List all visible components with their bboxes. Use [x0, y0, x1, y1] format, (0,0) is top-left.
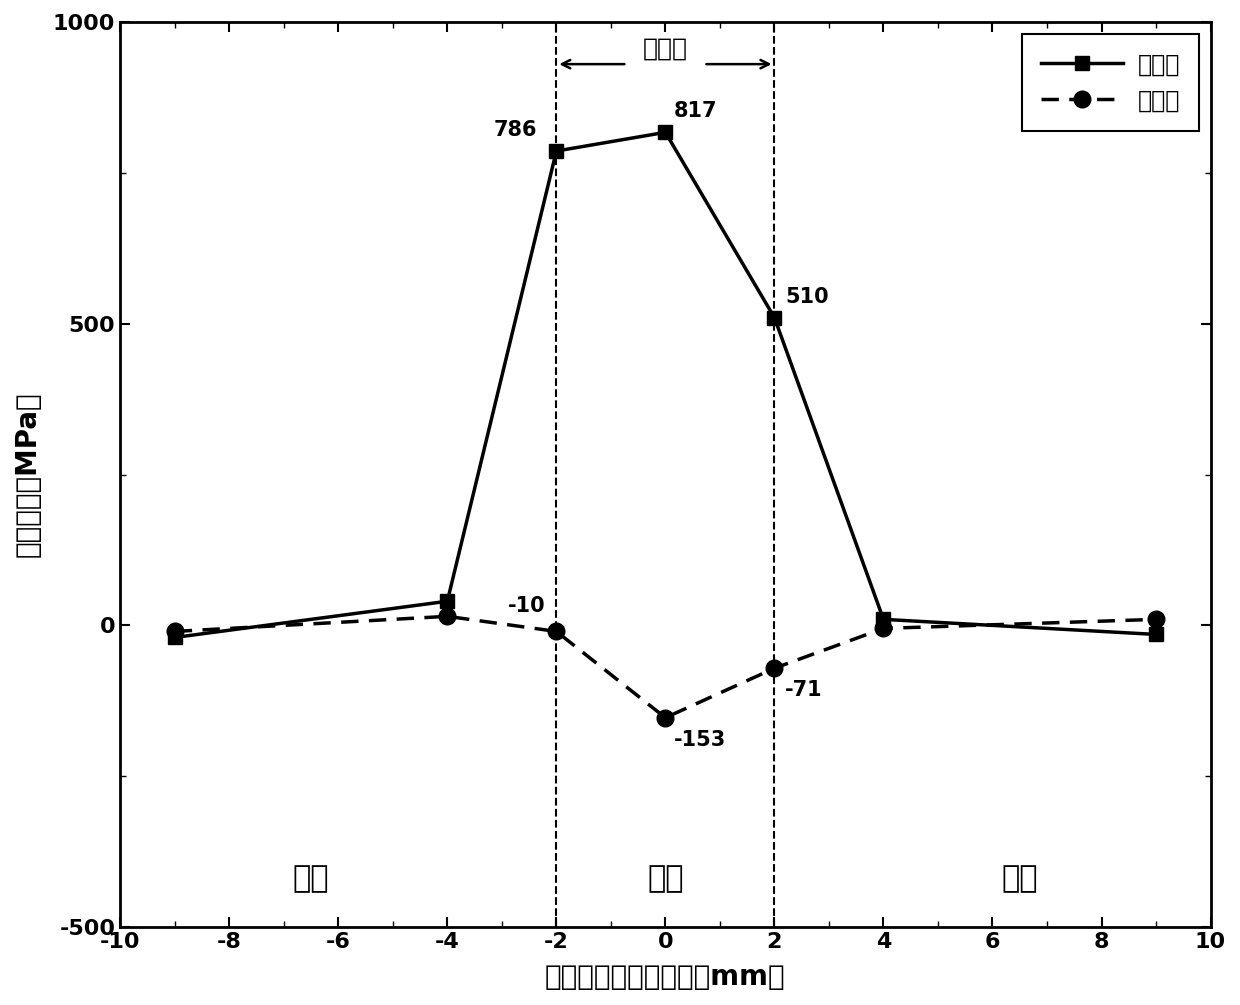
- 冲击前: [1148, 628, 1163, 640]
- Y-axis label: 残余应力（MPa）: 残余应力（MPa）: [14, 392, 42, 558]
- Line: 冲击前: 冲击前: [167, 126, 1163, 644]
- 冲击前: [549, 145, 564, 157]
- Text: 母材: 母材: [293, 864, 330, 893]
- 冲击前: [440, 595, 455, 607]
- Text: 510: 510: [785, 286, 830, 307]
- Text: 786: 786: [494, 121, 537, 140]
- Text: 焊缝: 焊缝: [647, 864, 683, 893]
- Text: -10: -10: [508, 596, 546, 616]
- Text: -153: -153: [673, 730, 725, 750]
- 冲击后: [440, 610, 455, 622]
- 冲击前: [875, 613, 890, 625]
- Line: 冲击后: 冲击后: [166, 608, 1164, 726]
- 冲击前: [768, 312, 782, 324]
- X-axis label: 到焊缝中心线的距离（mm）: 到焊缝中心线的距离（mm）: [546, 963, 786, 991]
- 冲击前: [658, 127, 673, 139]
- Text: -71: -71: [785, 680, 823, 700]
- 冲击后: [875, 622, 890, 634]
- Legend: 冲击前, 冲击后: 冲击前, 冲击后: [1022, 34, 1199, 132]
- 冲击后: [1148, 613, 1163, 625]
- 冲击后: [549, 625, 564, 637]
- Text: 母材: 母材: [1002, 864, 1038, 893]
- Text: 熔合线: 熔合线: [642, 37, 688, 61]
- Text: 817: 817: [673, 102, 717, 122]
- 冲击后: [768, 662, 782, 674]
- 冲击后: [658, 712, 673, 724]
- 冲击后: [167, 625, 182, 637]
- 冲击前: [167, 631, 182, 643]
